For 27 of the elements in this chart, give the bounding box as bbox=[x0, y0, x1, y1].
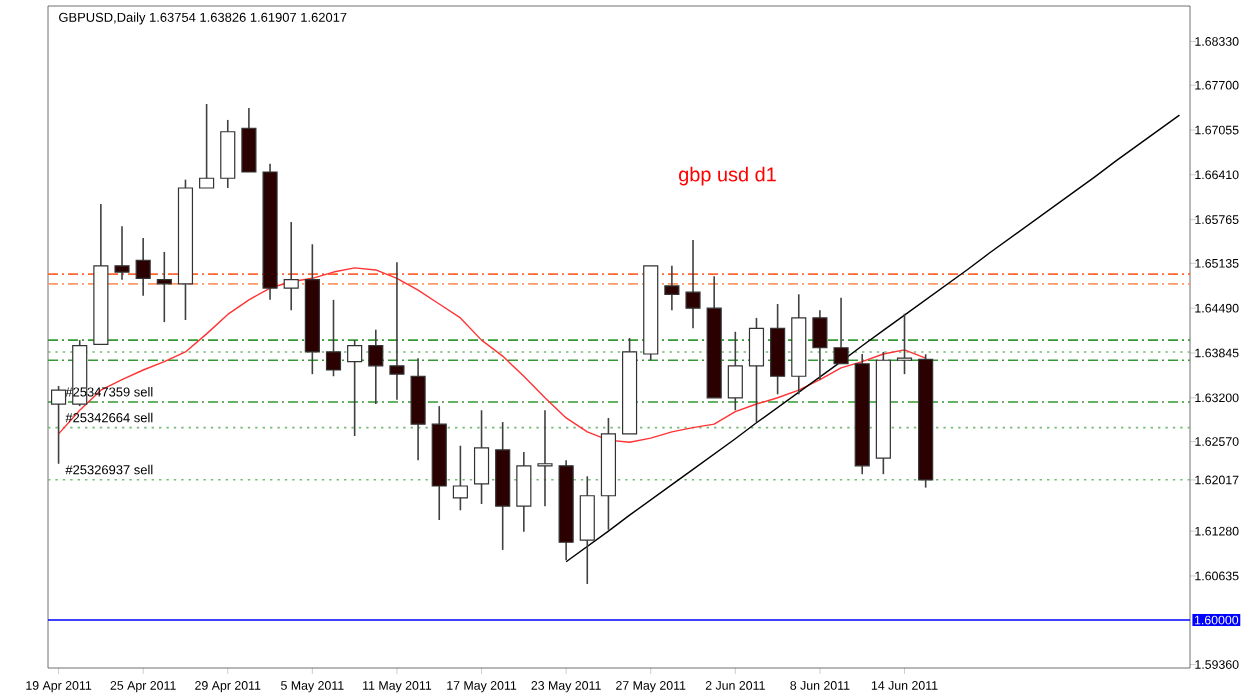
candlestick bbox=[452, 444, 468, 512]
candlestick bbox=[537, 409, 553, 507]
candlestick bbox=[727, 330, 743, 412]
candlestick bbox=[579, 475, 595, 585]
candlestick bbox=[770, 303, 786, 396]
candlestick bbox=[347, 339, 363, 437]
candlestick bbox=[685, 239, 701, 330]
candlestick bbox=[833, 296, 849, 365]
candlestick bbox=[389, 261, 405, 401]
candlestick bbox=[283, 221, 299, 312]
candlestick bbox=[748, 317, 765, 423]
annotation: gbp usd d1 bbox=[679, 166, 776, 186]
candlestick bbox=[812, 309, 828, 381]
candlestick bbox=[241, 107, 257, 173]
candlestick bbox=[156, 251, 172, 323]
candlestick bbox=[325, 299, 342, 378]
candlestick bbox=[368, 328, 384, 405]
candlestick bbox=[896, 312, 913, 375]
candlestick bbox=[135, 237, 151, 297]
candlestick bbox=[473, 409, 490, 505]
line-series bbox=[57, 267, 927, 443]
candlestick bbox=[220, 119, 236, 189]
candlestick bbox=[664, 265, 680, 312]
candlestick bbox=[199, 103, 215, 189]
candlestick bbox=[114, 225, 130, 281]
candlestick bbox=[516, 451, 532, 533]
candlestick bbox=[410, 357, 426, 462]
